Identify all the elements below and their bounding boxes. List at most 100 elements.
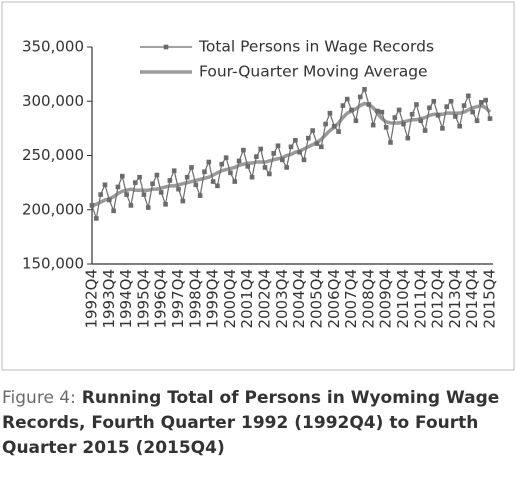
- x-tick-label: 2014Q4: [463, 269, 481, 329]
- data-point: [440, 126, 445, 131]
- data-point: [344, 96, 350, 102]
- data-point: [318, 144, 324, 150]
- x-tick-label: 1995Q4: [134, 269, 152, 329]
- y-tick-label: 350,000: [22, 38, 84, 56]
- series-line: [91, 101, 492, 208]
- data-point: [414, 102, 419, 107]
- chart-frame: [1, 1, 515, 371]
- data-point: [89, 203, 95, 208]
- data-point: [388, 140, 393, 145]
- data-point: [210, 179, 216, 184]
- data-point: [396, 107, 402, 113]
- data-point: [154, 172, 160, 178]
- data-point: [249, 174, 255, 180]
- data-point: [336, 129, 341, 134]
- data-point: [167, 178, 173, 183]
- data-point: [232, 179, 238, 184]
- data-point: [327, 110, 333, 116]
- y-tick-label: 150,000: [22, 255, 84, 273]
- data-point: [427, 105, 432, 111]
- data-point: [141, 192, 147, 197]
- data-point: [448, 98, 454, 104]
- data-point: [111, 208, 116, 214]
- data-point: [383, 124, 389, 130]
- data-point: [362, 87, 367, 92]
- data-point: [202, 169, 207, 175]
- x-tick-label: 1996Q4: [152, 269, 170, 329]
- data-point: [370, 122, 376, 128]
- x-tick-label: 2009Q4: [377, 269, 395, 329]
- data-point: [314, 141, 320, 146]
- legend-marker: [163, 44, 169, 50]
- data-point: [479, 100, 484, 105]
- data-point: [470, 109, 475, 115]
- data-point: [353, 118, 359, 124]
- data-point: [137, 174, 142, 180]
- x-tick-label: 1993Q4: [100, 269, 118, 329]
- data-point: [431, 98, 437, 104]
- data-point: [176, 186, 181, 192]
- data-point: [293, 138, 298, 143]
- x-tick-label: 2012Q4: [429, 269, 447, 329]
- data-point: [418, 118, 424, 124]
- data-point: [409, 111, 415, 117]
- x-tick-label: 2005Q4: [307, 269, 325, 329]
- data-point: [193, 182, 199, 188]
- data-point: [288, 144, 294, 150]
- data-point: [474, 118, 480, 124]
- x-tick-label: 2000Q4: [221, 269, 239, 329]
- y-tick-label: 200,000: [22, 200, 84, 218]
- chart: 150,000 200,000 250,000 300,000 350,000 1992Q…: [1, 1, 515, 371]
- data-point: [132, 180, 138, 185]
- x-tick-label: 2002Q4: [256, 269, 274, 329]
- legend-label: Total Persons in Wage Records: [198, 38, 434, 56]
- x-tick-label: 2004Q4: [290, 269, 308, 329]
- data-point: [98, 192, 103, 197]
- data-point: [405, 135, 411, 141]
- x-tick-label: 1997Q4: [169, 269, 187, 329]
- data-point: [107, 197, 112, 203]
- data-point: [483, 97, 488, 103]
- caption-line: Running Total of Persons in Wyoming Wage: [81, 388, 500, 408]
- data-point: [357, 94, 363, 100]
- data-point: [262, 165, 268, 170]
- data-point: [258, 146, 264, 152]
- data-point: [124, 192, 129, 197]
- data-point: [379, 109, 385, 115]
- x-tick-label: 1992Q4: [83, 269, 101, 329]
- data-point: [323, 121, 328, 127]
- data-point: [271, 151, 276, 156]
- data-point: [349, 107, 354, 113]
- data-point: [180, 198, 186, 204]
- data-point: [444, 104, 450, 109]
- data-point: [150, 181, 155, 187]
- data-point: [340, 103, 346, 108]
- data-point: [267, 171, 272, 177]
- data-point: [128, 203, 134, 208]
- x-tick-label: 2013Q4: [446, 269, 464, 329]
- data-point: [236, 158, 242, 164]
- data-point: [94, 216, 99, 221]
- data-point: [163, 202, 168, 207]
- data-point: [310, 128, 315, 133]
- data-point: [401, 121, 406, 127]
- data-point: [331, 123, 337, 129]
- data-point: [280, 157, 285, 163]
- x-tick-label: 2015Q4: [481, 269, 499, 329]
- x-tick-label: 1994Q4: [117, 269, 135, 329]
- data-point: [422, 128, 428, 133]
- x-tick-label: 2006Q4: [325, 269, 343, 329]
- caption: Figure 4: Running Total of Persons in Wy…: [2, 386, 514, 461]
- data-point: [487, 116, 493, 121]
- data-point: [392, 115, 398, 120]
- data-point: [189, 165, 194, 170]
- x-tick-label: 2001Q4: [238, 269, 256, 329]
- caption-line: Quarter 2015 (2015Q4): [2, 438, 225, 458]
- figure-label: Figure 4:: [2, 388, 76, 408]
- data-point: [275, 143, 281, 149]
- data-point: [254, 154, 259, 159]
- data-point: [241, 147, 246, 153]
- data-point: [375, 108, 380, 114]
- x-tick-label: 2003Q4: [273, 269, 291, 329]
